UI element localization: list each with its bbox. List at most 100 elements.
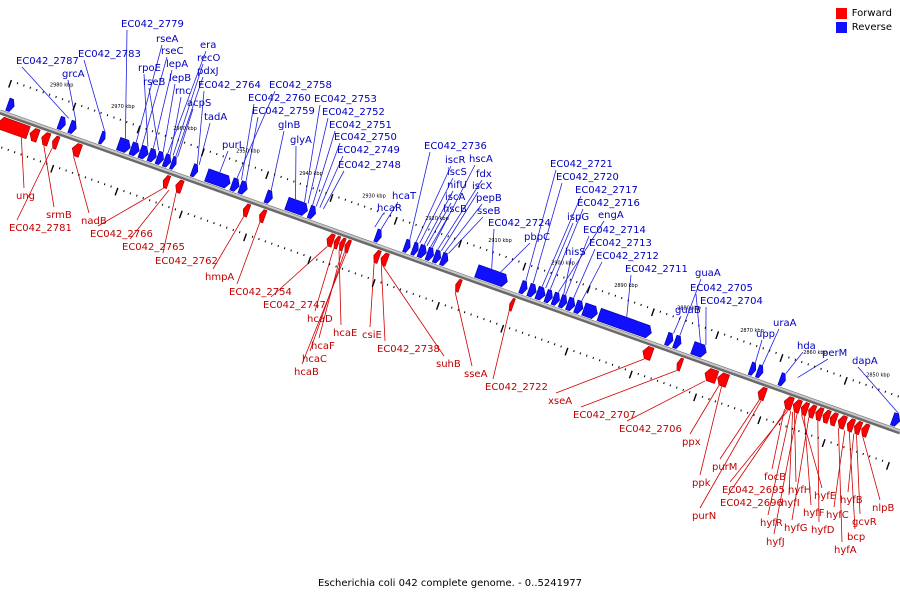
scale-tick-lower — [50, 164, 55, 173]
scale-tick-lower — [307, 256, 312, 265]
scale-tick-upper — [743, 340, 745, 343]
scale-tick-lower — [757, 416, 762, 425]
scale-tick-lower — [114, 187, 119, 196]
kbp-tick-label: 2860 kbp — [803, 350, 827, 356]
scale-tick-upper — [151, 130, 154, 133]
leader-line — [175, 76, 204, 157]
scale-tick-lower — [303, 253, 305, 257]
leader-line — [124, 29, 128, 139]
gene-label-ec042-2758: EC042_2758 — [269, 80, 332, 91]
scale-tick-lower — [656, 379, 659, 382]
reverse-gene — [161, 153, 172, 168]
scale-tick-lower — [418, 295, 421, 298]
scale-tick-upper — [254, 166, 257, 169]
scale-tick-lower — [885, 461, 890, 470]
scale-tick-lower — [855, 450, 858, 453]
scale-tick-lower — [178, 210, 183, 219]
scale-tick-lower — [129, 192, 132, 195]
gene-label-ec042-2722: EC042_2722 — [485, 382, 548, 393]
scale-tick-upper — [215, 152, 218, 156]
gene-label-rnc: rnc — [175, 86, 191, 97]
scale-tick-lower — [380, 281, 382, 284]
scale-tick-lower — [701, 395, 704, 398]
leader-line — [419, 177, 454, 244]
gene-label-ppx: ppx — [682, 437, 701, 448]
reverse-gene — [526, 282, 537, 298]
scale-tick-lower — [431, 299, 434, 302]
gene-label-glya: glyA — [290, 135, 312, 146]
gene-label-lepb: lepB — [169, 73, 191, 84]
scale-tick-upper — [305, 184, 308, 188]
scale-tick-lower — [296, 251, 299, 254]
gene-label-hiss: hisS — [565, 247, 586, 258]
scale-tick-lower — [753, 413, 755, 417]
scale-tick-upper — [357, 203, 360, 206]
scale-tick-upper — [890, 392, 893, 396]
scale-tick-upper — [865, 383, 867, 387]
gene-label-gcvr: gcvR — [852, 517, 877, 528]
scale-tick-lower — [875, 457, 877, 460]
reverse-gene — [439, 251, 449, 267]
scale-tick-upper — [29, 86, 32, 89]
scale-tick-lower — [264, 240, 267, 243]
scale-tick-upper — [318, 189, 321, 192]
gene-label-glnb: glnB — [278, 120, 300, 131]
gene-label-hyfj: hyfJ — [766, 537, 785, 548]
scale-tick-upper — [299, 182, 302, 185]
forward-gene — [162, 175, 172, 190]
gene-label-ec042-2720: EC042_2720 — [556, 172, 619, 183]
scale-tick-upper — [640, 303, 642, 307]
reverse-gene — [747, 361, 757, 376]
leader-line — [431, 164, 476, 248]
scale-tick-lower — [843, 445, 845, 449]
scale-tick-upper — [730, 335, 732, 339]
scale-tick-upper — [665, 312, 668, 316]
scale-tick-lower — [457, 308, 460, 312]
scale-tick-lower — [232, 228, 235, 232]
scale-tick-lower — [881, 459, 884, 462]
scale-tick-lower — [573, 349, 575, 353]
kbp-tick-label: 2900 kbp — [551, 261, 575, 267]
scale-tick-upper — [755, 344, 758, 348]
scale-tick-lower — [78, 173, 80, 177]
leader-line — [767, 411, 792, 516]
reverse-gene — [672, 334, 682, 350]
forward-gene — [704, 368, 720, 384]
leader-line — [73, 156, 90, 214]
scale-tick-lower — [168, 205, 170, 209]
gene-label-hsca: hscA — [469, 154, 493, 165]
scale-tick-upper — [710, 328, 713, 332]
gene-label-hyfc: hyfC — [826, 510, 849, 521]
gene-label-ec042-2714: EC042_2714 — [583, 225, 646, 236]
leader-line — [862, 436, 881, 501]
gene-label-hcad: hcaD — [307, 314, 333, 325]
scale-tick-lower — [560, 345, 562, 348]
forward-gene — [373, 249, 382, 264]
scale-tick-lower — [821, 439, 826, 448]
scale-tick-upper — [119, 118, 122, 121]
scale-tick-upper — [402, 219, 405, 222]
scale-tick-lower — [238, 231, 241, 234]
scale-tick-lower — [405, 290, 408, 293]
scale-tick-upper — [614, 294, 617, 297]
scale-tick-upper — [376, 210, 379, 213]
scale-tick-upper — [453, 237, 456, 240]
leader-line — [148, 87, 160, 151]
scale-tick-lower — [650, 377, 652, 380]
scale-tick-lower — [341, 267, 344, 270]
gene-label-ec042-2754: EC042_2754 — [229, 287, 292, 298]
scale-tick-upper — [383, 212, 385, 215]
gene-label-ec042-2696: EC042_2696 — [720, 498, 783, 509]
scale-tick-upper — [265, 171, 270, 180]
scale-tick-lower — [611, 363, 614, 366]
forward-gene — [333, 235, 342, 250]
scale-tick-upper — [200, 148, 205, 157]
reverse-gene — [204, 168, 231, 189]
gene-label-ung: ung — [16, 191, 35, 202]
leader-line — [803, 415, 812, 506]
scale-tick-upper — [633, 301, 636, 304]
reverse-gene — [229, 177, 240, 192]
scale-tick-lower — [225, 226, 228, 229]
reverse-gene — [474, 264, 508, 287]
leader-line — [380, 265, 386, 342]
